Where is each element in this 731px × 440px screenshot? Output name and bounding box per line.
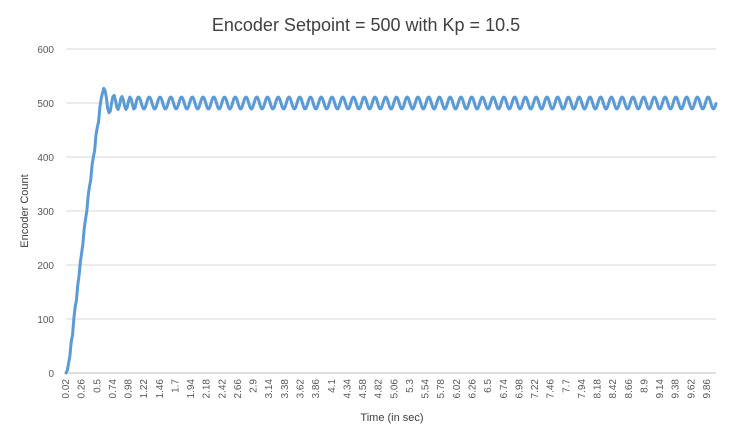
x-tick-label: 6.74 (499, 379, 510, 399)
x-tick-label: 5.06 (389, 379, 400, 399)
series-layer (64, 86, 718, 375)
x-tick-label: 4.82 (374, 379, 385, 399)
x-tick-label: 1.22 (139, 379, 150, 399)
y-tick-label: 300 (37, 207, 54, 218)
x-tick-label: 9.14 (655, 379, 666, 399)
x-tick-label: 7.46 (546, 379, 557, 399)
x-tick-label: 3.62 (296, 379, 307, 399)
x-tick-label: 0.5 (92, 379, 103, 393)
x-tick-label: 5.3 (405, 379, 416, 393)
x-tick-label: 3.14 (264, 379, 275, 399)
x-tick-label: 2.9 (249, 379, 260, 393)
chart-title: Encoder Setpoint = 500 with Kp = 10.5 (212, 15, 520, 35)
x-tick-label: 3.86 (311, 379, 322, 399)
x-tick-label: 7.94 (577, 379, 588, 399)
x-tick-label: 8.42 (608, 379, 619, 399)
x-axis-ticks: 0.02 0.26 0.5 0.74 0.98 1.22 1.46 1.7 1.94 2.18 2.… (61, 379, 713, 399)
x-tick-label: 1.46 (155, 379, 166, 399)
y-tick-label: 500 (37, 99, 54, 110)
x-tick-label: 1.94 (186, 379, 197, 399)
x-tick-label: 9.62 (686, 379, 697, 399)
y-tick-label: 100 (37, 315, 54, 326)
y-tick-label: 400 (37, 153, 54, 164)
x-tick-label: 8.66 (624, 379, 635, 399)
x-tick-label: 7.22 (530, 379, 541, 399)
x-tick-label: 0.74 (108, 379, 119, 399)
y-axis-title: Encoder Count (19, 174, 31, 247)
x-tick-label: 6.26 (467, 379, 478, 399)
x-tick-label: 4.1 (327, 379, 338, 393)
y-axis-ticks: 0 100 200 300 400 500 600 (37, 45, 54, 380)
x-tick-label: 2.42 (217, 379, 228, 399)
y-tick-label: 600 (37, 45, 54, 56)
x-tick-label: 6.5 (483, 379, 494, 393)
x-tick-label: 6.02 (452, 379, 463, 399)
x-tick-label: 6.98 (514, 379, 525, 399)
y-tick-label: 0 (48, 369, 54, 380)
x-axis-title: Time (in sec) (360, 412, 423, 424)
x-tick-label: 3.38 (280, 379, 291, 399)
x-tick-label: 4.34 (342, 379, 353, 399)
x-tick-label: 5.78 (436, 379, 447, 399)
x-tick-label: 0.98 (124, 379, 135, 399)
series-line (64, 86, 718, 375)
x-tick-label: 0.26 (77, 379, 88, 399)
x-tick-label: 2.66 (233, 379, 244, 399)
gridlines (66, 48, 716, 374)
x-tick-label: 0.02 (61, 379, 72, 399)
y-tick-label: 200 (37, 261, 54, 272)
x-tick-label: 9.38 (671, 379, 682, 399)
x-tick-label: 2.18 (202, 379, 213, 399)
x-tick-label: 8.18 (593, 379, 604, 399)
x-tick-label: 7.7 (561, 379, 572, 393)
x-tick-label: 4.58 (358, 379, 369, 399)
x-tick-label: 8.9 (639, 379, 650, 393)
x-tick-label: 9.86 (702, 379, 713, 399)
x-tick-label: 5.54 (421, 379, 432, 399)
x-tick-label: 1.7 (170, 379, 181, 393)
